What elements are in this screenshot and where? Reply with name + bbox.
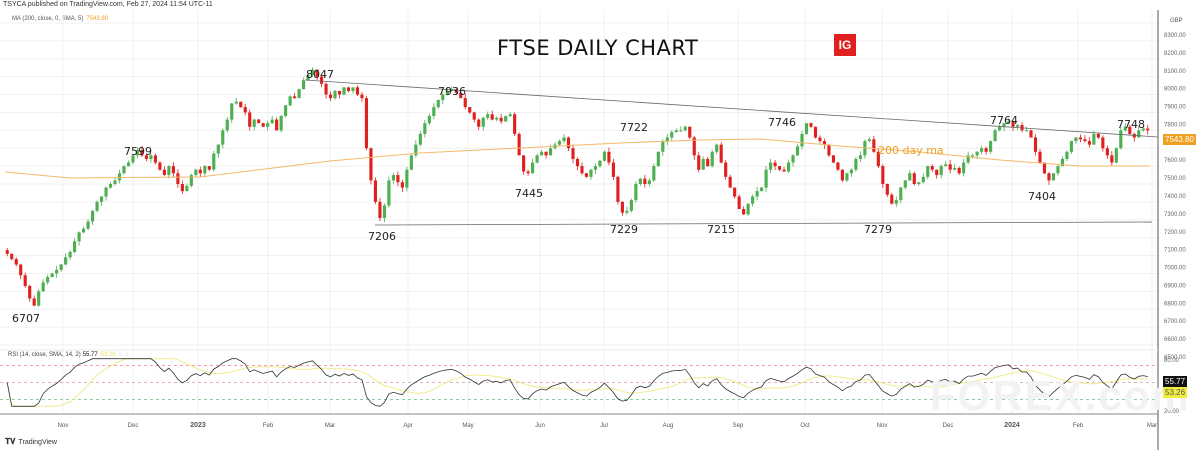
tv-logo-icon: 𝐓𝐕 [5, 437, 16, 446]
y-axis-tick: 8000.00 [1164, 87, 1186, 93]
y-axis-tick: 6700.00 [1164, 319, 1186, 325]
y-axis-tick: 7200.00 [1164, 230, 1186, 236]
x-axis-tick: Nov [58, 423, 69, 429]
x-axis-tick: 2024 [1004, 422, 1020, 429]
y-axis-tick: 7600.00 [1164, 158, 1186, 164]
price-annotation-low: 6707 [12, 312, 40, 325]
price-annotation-high: 8047 [306, 68, 334, 81]
x-axis-tick: Nov [877, 423, 888, 429]
y-axis-tick: 8300.00 [1164, 33, 1186, 39]
rsi-axis-tick: 80.00 [1164, 358, 1180, 364]
rsi-ma-badge: 53.26 [1163, 387, 1188, 398]
price-annotation-low: 7215 [707, 223, 735, 236]
resistance-trendline[interactable] [304, 79, 1159, 138]
y-axis-tick: 6900.00 [1164, 283, 1186, 289]
rsi-line [6, 358, 1148, 407]
price-annotation-high: 7599 [124, 145, 152, 158]
price-annotation-high: 7748 [1117, 118, 1145, 131]
x-axis-tick: 2023 [190, 422, 206, 429]
eye-icon[interactable]: ◌ [118, 352, 123, 358]
x-axis-tick: Dec [943, 423, 954, 429]
x-axis-tick: Feb [263, 423, 274, 429]
publish-info: TSYCA published on TradingView.com, Feb … [3, 1, 213, 8]
x-axis-tick: Mar [1147, 423, 1157, 429]
last-price-badge: 7543.80 [1163, 134, 1196, 145]
x-axis-tick: Mar [325, 423, 335, 429]
price-annotation-high: 7746 [768, 116, 796, 129]
y-axis-tick: 8100.00 [1164, 69, 1186, 75]
price-annotation-high: 7936 [438, 85, 466, 98]
y-axis-tick: 7900.00 [1164, 105, 1186, 111]
x-axis-tick: Aug [663, 423, 674, 429]
y-axis-tick: 7000.00 [1164, 266, 1186, 272]
price-annotation-low: 7404 [1028, 190, 1056, 203]
x-axis-tick: Apr [403, 423, 412, 429]
x-axis-tick: May [462, 423, 473, 429]
x-axis-tick: Feb [1073, 423, 1084, 429]
rsi-axis-tick: 20.00 [1164, 409, 1180, 415]
chart-title: FTSE DAILY CHART [497, 36, 699, 60]
rsi-legend-ma-value: 53.26 [100, 352, 116, 358]
watermark: FOREX.com [930, 372, 1191, 419]
rsi-legend[interactable]: RSI (14, close, SMA, 14, 2) 55.77 53.26 ◌ ◌ [8, 352, 129, 358]
y-axis-tick: 8200.00 [1164, 51, 1186, 57]
rsi-ma-line [6, 358, 1148, 407]
y-axis-tick: 7800.00 [1164, 122, 1186, 128]
ig-logo: IG [834, 34, 856, 56]
y-axis-tick: 7500.00 [1164, 176, 1186, 182]
settings-icon[interactable]: ◌ [125, 352, 129, 358]
ma-legend-label: MA (200, close, 0, SMA, 5) [12, 16, 84, 22]
support-trendline[interactable] [374, 221, 1153, 226]
price-annotation-high: 7722 [620, 121, 648, 134]
currency-label: GBP [1170, 18, 1183, 24]
x-axis-tick: Sep [733, 423, 744, 429]
y-axis-tick: 7400.00 [1164, 194, 1186, 200]
x-axis-tick: Oct [800, 423, 810, 429]
ma-annotation: 200 day ma [878, 144, 944, 157]
tradingview-label: TradingView [18, 439, 57, 446]
ma-200-line [4, 138, 1150, 179]
price-annotation-high: 7764 [990, 114, 1018, 127]
y-axis-tick: 7100.00 [1164, 248, 1186, 254]
price-annotation-low: 7279 [864, 223, 892, 236]
ma-legend[interactable]: MA (200, close, 0, SMA, 5) 7543.80 [12, 16, 108, 22]
x-axis-tick: Jun [535, 423, 545, 429]
rsi-legend-value: 55.77 [82, 352, 98, 358]
price-annotation-low: 7206 [368, 230, 396, 243]
ma-legend-value: 7543.80 [86, 16, 109, 22]
y-axis-tick: 6600.00 [1164, 337, 1186, 343]
price-annotation-low: 7445 [515, 187, 543, 200]
rsi-badge: 55.77 [1163, 376, 1188, 387]
y-axis-tick: 6500.00 [1164, 355, 1186, 361]
x-axis-tick: Dec [128, 423, 139, 429]
tradingview-brand[interactable]: 𝐓𝐕 TradingView [5, 437, 57, 447]
x-axis-tick: Jul [600, 423, 608, 429]
y-axis-tick: 6800.00 [1164, 301, 1186, 307]
price-annotation-low: 7229 [610, 223, 638, 236]
rsi-legend-label: RSI (14, close, SMA, 14, 2) [8, 352, 81, 358]
y-axis-tick: 7300.00 [1164, 212, 1186, 218]
